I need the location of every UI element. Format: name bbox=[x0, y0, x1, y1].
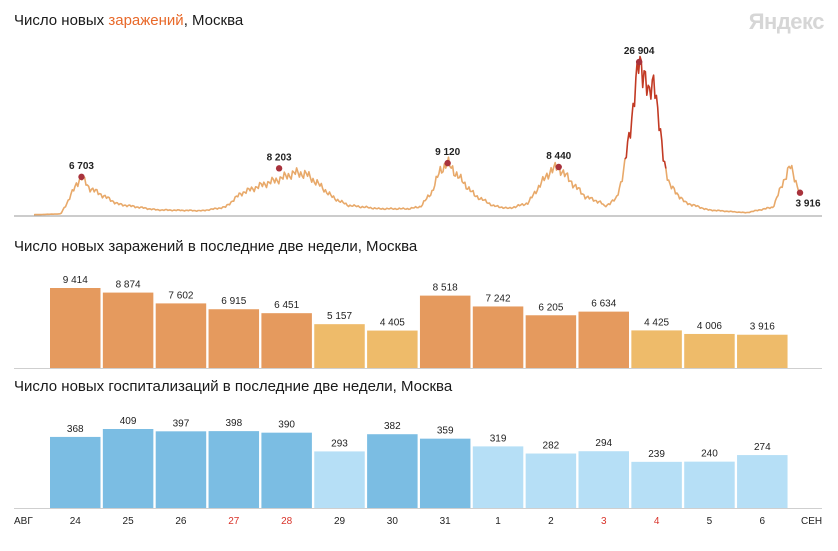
cases-bar bbox=[155, 303, 207, 368]
hospital-value-label: 274 bbox=[754, 442, 771, 453]
cases-value-label: 3 916 bbox=[750, 322, 775, 333]
hospital-bar bbox=[155, 431, 207, 508]
hospital-value-label: 397 bbox=[173, 418, 190, 429]
hospital-bar bbox=[525, 453, 577, 508]
x-axis-tick-label: 29 bbox=[334, 516, 346, 527]
peak-label: 3 916 bbox=[795, 199, 820, 210]
hospital-bar bbox=[367, 434, 418, 508]
hospital-bar bbox=[419, 438, 471, 508]
cases-value-label: 6 915 bbox=[221, 296, 246, 307]
cases-value-label: 4 425 bbox=[644, 317, 669, 328]
bars2-title: Число новых госпитализаций в последние д… bbox=[14, 378, 453, 395]
peak-marker bbox=[796, 189, 804, 196]
peak-label: 8 203 bbox=[267, 152, 292, 163]
yandex-logo: Яндекс bbox=[748, 9, 825, 34]
x-axis-tick-label: 27 bbox=[228, 516, 240, 527]
peak-marker bbox=[444, 159, 451, 167]
x-axis-end-label: СЕН bbox=[801, 516, 822, 527]
peak-marker bbox=[635, 58, 643, 66]
line-series bbox=[33, 156, 626, 216]
x-axis-tick-label: 4 bbox=[654, 516, 660, 527]
hospital-value-label: 282 bbox=[543, 441, 560, 452]
cases-bar bbox=[314, 324, 365, 368]
cases-bar bbox=[578, 311, 629, 368]
x-axis-tick-label: 28 bbox=[281, 516, 293, 527]
cases-value-label: 6 451 bbox=[274, 300, 299, 311]
hospital-value-label: 294 bbox=[595, 438, 612, 449]
hospital-bar bbox=[472, 446, 524, 508]
cases-value-label: 8 874 bbox=[116, 280, 141, 291]
main-title-highlight: заражений bbox=[108, 12, 184, 29]
hospital-value-label: 293 bbox=[331, 438, 348, 449]
hospital-bar bbox=[578, 451, 629, 508]
cases-value-label: 7 602 bbox=[168, 290, 193, 301]
x-axis-tick-label: 25 bbox=[123, 516, 135, 527]
hospital-bar bbox=[50, 436, 101, 508]
bars1-title: Число новых заражений в последние две не… bbox=[14, 238, 418, 255]
hospital-value-label: 240 bbox=[701, 449, 718, 460]
x-axis-tick-label: 3 bbox=[601, 516, 607, 527]
peak-marker bbox=[275, 165, 283, 172]
x-axis-tick-label: 26 bbox=[175, 516, 187, 527]
line-series bbox=[665, 164, 801, 214]
cases-bar bbox=[472, 306, 524, 368]
peak-marker bbox=[555, 163, 562, 171]
cases-value-label: 9 414 bbox=[63, 275, 88, 286]
hospital-value-label: 382 bbox=[384, 421, 401, 432]
x-axis-tick-label: 30 bbox=[387, 516, 399, 527]
hospital-value-label: 368 bbox=[67, 424, 84, 435]
x-axis-tick-label: 1 bbox=[495, 516, 501, 527]
x-axis-tick-label: 24 bbox=[70, 516, 82, 527]
cases-value-label: 5 157 bbox=[327, 311, 352, 322]
cases-value-label: 6 634 bbox=[591, 299, 616, 310]
peak-marker bbox=[78, 173, 85, 181]
line-series-peak bbox=[624, 55, 667, 169]
hospital-value-label: 359 bbox=[437, 426, 454, 437]
hospital-value-label: 398 bbox=[225, 418, 242, 429]
hospital-bar bbox=[631, 461, 682, 508]
x-axis-start-label: АВГ bbox=[14, 516, 33, 527]
cases-bar bbox=[631, 330, 682, 368]
cases-value-label: 6 205 bbox=[538, 302, 563, 313]
x-axis-tick-label: 2 bbox=[548, 516, 554, 527]
peak-label: 9 120 bbox=[435, 147, 460, 158]
peak-label: 26 904 bbox=[624, 46, 655, 57]
hospital-bar bbox=[684, 461, 735, 508]
peak-label: 6 703 bbox=[69, 161, 94, 172]
hospital-bar bbox=[737, 455, 788, 508]
cases-bar bbox=[102, 292, 154, 368]
cases-bar bbox=[737, 334, 788, 368]
main-title-before: Число новых bbox=[14, 12, 109, 29]
hospital-bar bbox=[208, 431, 260, 508]
cases-value-label: 8 518 bbox=[433, 283, 458, 294]
x-axis-tick-label: 5 bbox=[707, 516, 713, 527]
x-axis-tick-label: 31 bbox=[440, 516, 452, 527]
cases-value-label: 4 405 bbox=[380, 318, 405, 329]
cases-bar bbox=[208, 309, 260, 368]
x-axis-tick-label: 6 bbox=[760, 516, 766, 527]
cases-value-label: 4 006 bbox=[697, 321, 722, 332]
cases-bar bbox=[50, 288, 101, 368]
main-title-after: , Москва bbox=[183, 12, 244, 29]
cases-bar bbox=[525, 315, 577, 368]
cases-bar bbox=[367, 330, 418, 368]
main-chart-title: Число новых заражений, Москва bbox=[14, 12, 243, 29]
hospital-bar bbox=[102, 429, 154, 508]
hospital-value-label: 409 bbox=[120, 416, 137, 427]
cases-value-label: 7 242 bbox=[486, 293, 511, 304]
cases-bar bbox=[261, 313, 312, 368]
peak-label: 8 440 bbox=[546, 151, 571, 162]
hospital-bar bbox=[314, 451, 365, 508]
cases-bar bbox=[684, 333, 735, 368]
hospital-value-label: 390 bbox=[278, 420, 295, 431]
hospital-value-label: 319 bbox=[490, 433, 507, 444]
cases-bar bbox=[419, 295, 471, 368]
hospital-bar bbox=[261, 432, 312, 508]
hospital-value-label: 239 bbox=[648, 449, 665, 460]
